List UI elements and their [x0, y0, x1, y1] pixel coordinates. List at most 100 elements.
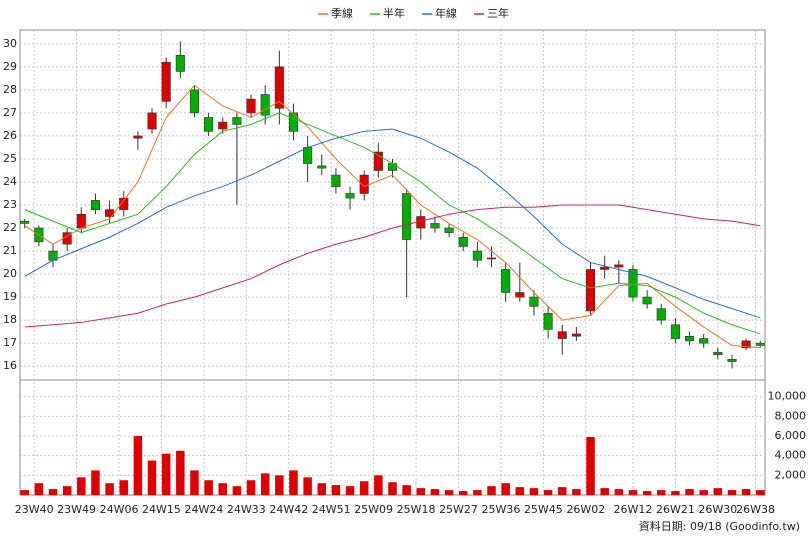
candle-body: [571, 333, 581, 337]
volume-bar: [119, 480, 128, 495]
volume-bar: [388, 482, 397, 495]
candle-body: [90, 200, 100, 210]
volume-bar: [133, 436, 143, 495]
volume-bar: [176, 450, 185, 495]
candle-body: [430, 223, 440, 229]
y-tick-label: 28: [3, 83, 17, 96]
volume-bar: [444, 490, 454, 495]
x-tick-label: 24W06: [100, 503, 139, 516]
volume-bar: [487, 486, 496, 495]
volume-bar: [147, 460, 157, 495]
candle-body: [501, 269, 511, 293]
candle-body: [458, 236, 468, 247]
candle-body: [288, 112, 299, 132]
volume-bar: [345, 486, 355, 495]
volume-bar: [232, 486, 242, 495]
candle-body: [713, 352, 723, 355]
ma-line: [24, 112, 761, 335]
y-tick-label: 22: [3, 221, 17, 234]
volume-bar: [515, 487, 525, 495]
candle-body: [204, 117, 214, 132]
candle-body: [727, 358, 737, 362]
volume-bar: [204, 480, 213, 495]
x-tick-label: 25W45: [524, 503, 563, 516]
candle-body: [331, 174, 341, 187]
volume-bar: [105, 483, 114, 495]
y2-tick-label: 4,000: [775, 449, 807, 462]
legend-label: 年線: [435, 6, 457, 20]
candle-body: [317, 165, 327, 169]
candle-body: [755, 342, 765, 346]
volume-bar: [685, 489, 694, 495]
candle-body: [345, 193, 355, 199]
candle-body: [387, 163, 398, 171]
volume-bar: [558, 487, 567, 495]
y-tick-label: 18: [3, 313, 17, 326]
y-tick-label: 26: [3, 129, 17, 142]
legend-label: 半年: [383, 6, 405, 20]
candle-body: [76, 213, 86, 229]
candle-body: [685, 335, 695, 342]
y-tick-label: 21: [3, 244, 17, 257]
y-tick-label: 27: [3, 106, 17, 119]
candle-body: [303, 147, 313, 164]
y2-tick-label: 8,000: [775, 409, 807, 422]
candle-body: [161, 61, 171, 102]
x-tick-label: 23W40: [15, 503, 54, 516]
candle-body: [670, 324, 680, 339]
volume-bar: [48, 489, 58, 495]
volume-bar: [741, 489, 751, 495]
candle-body: [699, 338, 709, 344]
ma-line: [24, 204, 761, 328]
y-tick-label: 17: [3, 336, 17, 349]
source-note: 資料日期: 09/18 (Goodinfo.tw): [639, 519, 800, 533]
candle-body: [529, 296, 539, 307]
volume-bar: [713, 488, 723, 495]
x-tick-label: 25W27: [439, 503, 478, 516]
candle-body: [515, 292, 525, 298]
volume-bar: [62, 486, 72, 495]
volume-bar: [543, 490, 553, 495]
volume-bar: [572, 489, 581, 495]
candle-body: [246, 98, 256, 114]
volume-bar: [529, 488, 539, 495]
x-tick-label: 26W30: [698, 503, 737, 516]
volume-bar: [756, 490, 765, 495]
volume-bar: [303, 477, 312, 495]
volume-bar: [473, 490, 482, 495]
volume-bar: [289, 470, 298, 495]
volume-bar: [416, 488, 426, 495]
volume-bar: [501, 483, 510, 495]
volume-bar: [727, 490, 737, 495]
candle-body: [614, 264, 624, 268]
volume-bar: [161, 453, 171, 495]
x-tick-label: 25W36: [482, 503, 521, 516]
volume-bar: [246, 480, 256, 495]
volume-bar: [657, 490, 666, 495]
candle-body: [444, 227, 454, 233]
y-tick-label: 23: [3, 198, 17, 211]
candle-body: [119, 197, 129, 210]
volume-bar: [430, 489, 440, 495]
candle-body: [274, 66, 284, 109]
volume-bar: [190, 470, 199, 495]
x-tick-label: 24W24: [184, 503, 223, 516]
candle-body: [232, 117, 242, 125]
volume-bar: [331, 485, 341, 495]
volume-bar: [458, 491, 468, 495]
x-tick-label: 24W33: [227, 503, 266, 516]
ma-line: [24, 84, 761, 349]
candle-body: [472, 250, 482, 261]
candle-body: [642, 296, 652, 305]
candle-body: [600, 266, 610, 270]
legend-label: 三年: [487, 6, 509, 20]
candle-body: [628, 269, 638, 298]
candle-body: [147, 112, 157, 130]
candle-body: [557, 331, 567, 339]
y-tick-label: 19: [3, 290, 17, 303]
y-tick-label: 16: [3, 359, 17, 372]
x-tick-label: 24W42: [269, 503, 308, 516]
candle-body: [741, 340, 751, 349]
candle-body: [175, 55, 185, 72]
